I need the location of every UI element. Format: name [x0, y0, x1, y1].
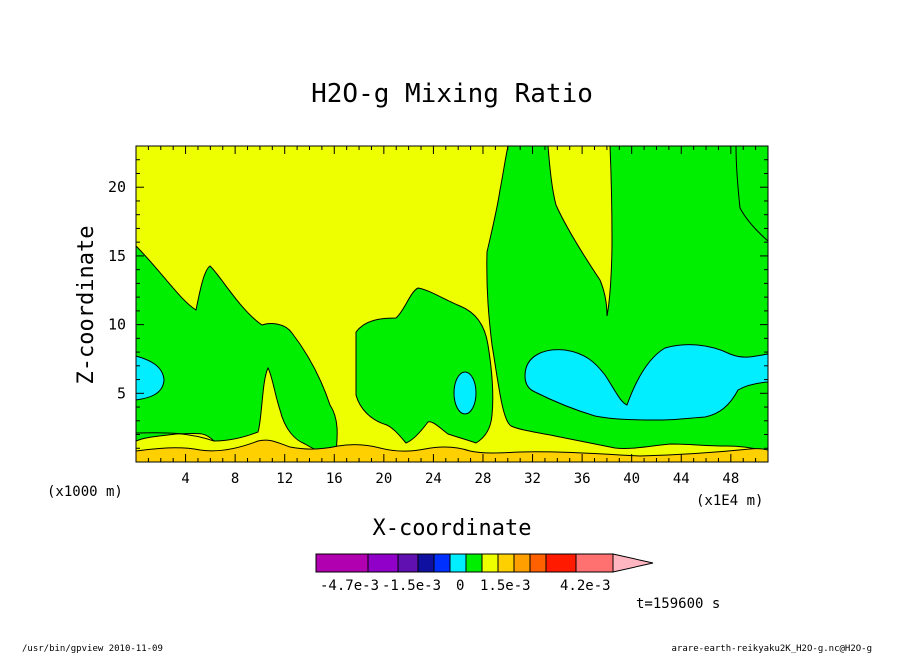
colorbar-swatch [497, 553, 515, 573]
x-tick-label: 8 [231, 471, 239, 487]
y-tick-label: 5 [117, 384, 126, 402]
x-tick-label: 20 [375, 471, 392, 487]
colorbar-swatch [513, 553, 531, 573]
colorbar [315, 553, 654, 573]
x-axis-label: X-coordinate [373, 516, 532, 541]
time-label: t=159600 s [636, 596, 720, 612]
y-axis-label: Z-coordinate [74, 226, 99, 385]
colorbar-swatch [545, 553, 577, 573]
colorbar-swatch [367, 553, 399, 573]
y-tick-label: 10 [108, 316, 126, 334]
colorbar-arrow [612, 553, 654, 573]
colorbar-label: 4.2e-3 [560, 578, 611, 594]
colorbar-swatch [529, 553, 547, 573]
x-tick-label: 40 [623, 471, 640, 487]
colorbar-label: 1.5e-3 [480, 578, 531, 594]
colorbar-label: -1.5e-3 [382, 578, 441, 594]
colorbar-swatch [465, 553, 483, 573]
colorbar-swatch [433, 553, 451, 573]
x-tick-label: 32 [524, 471, 541, 487]
y-tick-label: 20 [108, 178, 126, 196]
x-tick-label: 4 [181, 471, 189, 487]
colorbar-swatch [417, 553, 435, 573]
x-tick-label: 16 [326, 471, 343, 487]
x-axis-ticks: 4 8 12 16 20 24 28 32 36 40 44 48 [181, 146, 739, 487]
colorbar-swatch [575, 553, 614, 573]
colorbar-label: -4.7e-3 [320, 578, 379, 594]
contour-line-lower [135, 432, 215, 442]
colorbar-swatch [315, 553, 369, 573]
y-tick-label: 15 [108, 247, 126, 265]
plot-frame [135, 145, 769, 463]
contour-fill-cyan-left [135, 355, 165, 401]
minor-ticks [136, 146, 768, 462]
footer-left: /usr/bin/gpview 2010-11-09 [22, 644, 163, 654]
colorbar-swatch [449, 553, 467, 573]
colorbar-swatch [397, 553, 419, 573]
x-tick-label: 36 [574, 471, 591, 487]
x-unit-label: (x1000 m) [47, 484, 123, 500]
chart-title: H2O-g Mixing Ratio [311, 79, 593, 109]
y-axis-ticks: 5 10 15 20 [108, 178, 768, 402]
x-tick-label: 48 [722, 471, 739, 487]
x-tick-label: 44 [673, 471, 690, 487]
x-multiplier-label: (x1E4 m) [696, 493, 763, 509]
footer-right: arare-earth-reikyaku2K_H2O-g.nc@H2O-g [672, 644, 872, 654]
contour-fill-cyan-small [453, 371, 477, 415]
contour-plot [135, 145, 769, 463]
x-tick-label: 28 [475, 471, 492, 487]
contour-fill-orange-bottom [135, 439, 769, 463]
x-tick-label: 24 [425, 471, 442, 487]
x-tick-label: 12 [276, 471, 293, 487]
colorbar-label: 0 [456, 578, 464, 594]
colorbar-labels: -4.7e-3 -1.5e-3 0 1.5e-3 4.2e-3 [320, 578, 611, 594]
colorbar-swatch [481, 553, 499, 573]
